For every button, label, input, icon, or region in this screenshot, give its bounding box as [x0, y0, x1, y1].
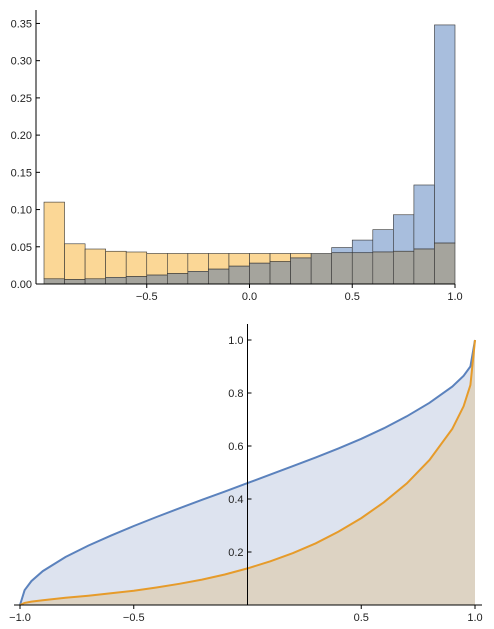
y-tick-label: 0.10 — [11, 205, 32, 217]
overlap-bar-13 — [310, 253, 332, 285]
x-tick-label: 1.0 — [447, 291, 462, 303]
orange-bar-8 — [208, 253, 230, 270]
y-tick-label: 0.15 — [11, 167, 32, 179]
blue-bar-17 — [393, 214, 415, 252]
overlap-bar-11 — [269, 261, 291, 285]
x-tick-label: 0.0 — [242, 291, 257, 303]
y-tick-label: 0.20 — [11, 130, 32, 142]
overlap-bar-12 — [290, 257, 312, 285]
orange-bar-11 — [269, 253, 291, 262]
orange-bar-4 — [125, 251, 148, 277]
blue-bar-15 — [351, 239, 374, 254]
bars-group — [43, 24, 456, 285]
y-tick-label: 0.4 — [228, 494, 243, 506]
overlap-bar-8 — [208, 268, 230, 285]
orange-area — [20, 340, 475, 605]
x-tick-label: −1.0 — [9, 612, 31, 624]
blue-bar-19 — [434, 24, 456, 244]
overlap-bar-7 — [187, 271, 209, 285]
orange-bar-3 — [105, 250, 127, 278]
x-tick-label: 1.0 — [467, 612, 482, 624]
orange-bar-10 — [249, 253, 271, 264]
orange-bar-5 — [146, 253, 168, 276]
overlap-bar-14 — [331, 252, 353, 285]
overlap-bar-10 — [249, 262, 271, 285]
x-tick-label: 0.5 — [345, 291, 360, 303]
overlap-bar-17 — [393, 250, 415, 285]
overlap-bar-4 — [125, 276, 148, 285]
cdf-area-chart: 0.2 0.4 0.6 0.8 1.0 −1.0 −0.5 0.5 1.0 — [9, 324, 483, 624]
y-tick-label: 0.05 — [11, 242, 32, 254]
y-tick-label: 0.00 — [11, 279, 32, 291]
y-tick-label: 0.35 — [11, 18, 32, 30]
y-tick-label: 0.2 — [228, 547, 243, 559]
orange-bar-1 — [64, 243, 86, 280]
orange-bar-9 — [228, 253, 250, 267]
x-tick-label: 0.5 — [354, 612, 369, 624]
y-tick-label: 1.0 — [228, 335, 243, 347]
orange-bar-6 — [167, 253, 189, 274]
overlap-bar-19 — [434, 242, 456, 285]
histogram-chart: 0.00 0.05 0.10 0.15 0.20 0.25 0.30 0.35 −0.5 0.0 0… — [11, 10, 463, 303]
y-tick-label: 0.8 — [228, 388, 243, 400]
overlap-bar-5 — [146, 274, 168, 285]
y-tick-label: 0.30 — [11, 56, 32, 68]
y-tick-label: 0.6 — [228, 441, 243, 453]
orange-bar-2 — [84, 248, 106, 280]
overlap-bar-15 — [351, 252, 374, 285]
overlap-bar-18 — [413, 248, 435, 285]
overlap-bar-16 — [372, 251, 394, 285]
orange-bar-0 — [43, 201, 65, 280]
x-tick-label: −0.5 — [123, 612, 145, 624]
overlap-bar-6 — [167, 273, 189, 285]
y-tick-label: 0.25 — [11, 93, 32, 105]
orange-bar-7 — [187, 253, 209, 272]
x-tick-label: −0.5 — [136, 291, 158, 303]
blue-bar-16 — [372, 229, 394, 253]
overlap-bar-2 — [84, 278, 106, 285]
overlap-bar-0 — [43, 278, 65, 285]
orange-bar-12 — [290, 253, 312, 259]
overlap-bar-9 — [228, 265, 250, 285]
blue-bar-18 — [413, 184, 435, 250]
overlap-bar-1 — [64, 279, 86, 285]
overlap-bar-3 — [105, 276, 127, 285]
blue-bar-14 — [331, 247, 353, 254]
